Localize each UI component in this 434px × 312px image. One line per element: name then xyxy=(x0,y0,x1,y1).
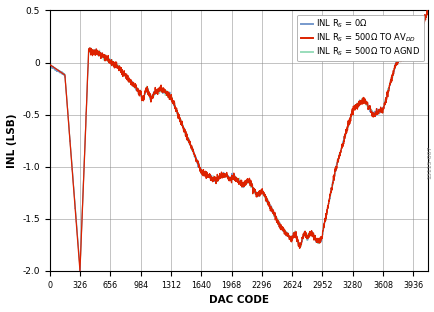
Y-axis label: INL (LSB): INL (LSB) xyxy=(7,113,17,168)
Legend: INL R$_S$ = 0Ω, INL R$_S$ = 500Ω TO AV$_{DD}$, INL R$_S$ = 500Ω TO AGND: INL R$_S$ = 0Ω, INL R$_S$ = 500Ω TO AV$_… xyxy=(297,15,423,61)
Text: 13115-007: 13115-007 xyxy=(426,145,431,179)
X-axis label: DAC CODE: DAC CODE xyxy=(208,295,268,305)
